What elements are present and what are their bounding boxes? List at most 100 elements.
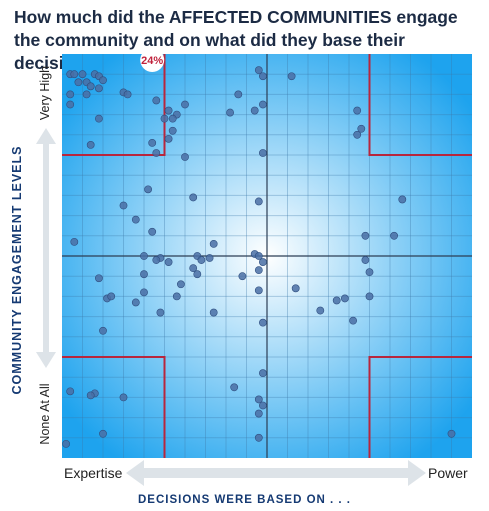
data-point: [164, 106, 173, 115]
data-point: [144, 185, 152, 194]
data-point: [447, 429, 456, 438]
data-point: [332, 296, 341, 305]
data-point: [164, 258, 173, 266]
quadrant-line-top-right: [368, 54, 472, 156]
data-point: [74, 78, 83, 87]
data-point: [209, 239, 218, 248]
data-point: [168, 126, 177, 135]
data-point: [226, 108, 234, 117]
data-point: [205, 254, 214, 262]
data-point: [160, 114, 169, 123]
data-point: [398, 195, 407, 204]
data-point: [238, 272, 247, 281]
data-point: [254, 66, 263, 75]
data-point: [152, 96, 161, 105]
data-point: [95, 274, 103, 283]
data-point: [62, 439, 70, 448]
data-point: [193, 270, 202, 279]
plot-area: 24%: [62, 48, 472, 458]
y-tick-very-high: Very High: [38, 65, 52, 121]
data-point: [254, 433, 263, 442]
data-point: [66, 387, 75, 396]
data-point: [197, 256, 206, 264]
data-point: [181, 100, 189, 109]
data-point: [86, 141, 95, 149]
quadrant-line-bottom-left: [62, 356, 166, 458]
data-point: [168, 114, 177, 123]
data-point: [390, 231, 398, 240]
data-point: [258, 401, 267, 410]
y-axis-arrow: [36, 128, 56, 368]
data-point: [172, 292, 181, 301]
data-point: [181, 153, 189, 161]
data-point: [140, 252, 148, 260]
data-point: [86, 82, 95, 91]
data-point: [66, 90, 75, 99]
data-point: [316, 306, 325, 315]
data-point: [254, 409, 263, 418]
x-axis-label: DECISIONS WERE BASED ON . . .: [137, 494, 352, 506]
y-axis-label: COMMUNITY ENGAGEMENT LEVELS: [10, 145, 24, 395]
data-point: [152, 256, 161, 264]
data-point: [95, 84, 103, 93]
data-point: [209, 308, 218, 317]
data-point: [140, 288, 148, 297]
data-point: [95, 114, 103, 123]
data-point: [254, 286, 263, 295]
data-point: [99, 326, 107, 335]
data-point: [361, 256, 370, 264]
data-point: [258, 258, 267, 266]
data-point: [258, 72, 267, 81]
data-point: [291, 284, 300, 293]
data-point: [131, 215, 140, 224]
data-point: [140, 270, 148, 279]
data-point: [254, 395, 263, 404]
data-point: [78, 70, 87, 79]
data-point: [258, 100, 267, 109]
data-point: [152, 149, 161, 157]
data-point: [148, 227, 157, 236]
data-point: [258, 149, 267, 157]
chart-title: How much did the AFFECTED COMMUNITIES en…: [14, 7, 458, 73]
data-point: [365, 292, 374, 301]
data-point: [230, 383, 239, 392]
data-point: [349, 316, 357, 325]
data-point: [287, 72, 296, 81]
annotations: 24%: [140, 48, 165, 73]
x-tick-expertise: Expertise: [64, 465, 123, 481]
data-point: [131, 298, 140, 307]
data-point: [123, 90, 132, 99]
data-point: [119, 393, 128, 402]
annotation-label: 24%: [141, 55, 163, 67]
data-point: [340, 294, 349, 303]
data-point: [177, 280, 185, 289]
data-point: [119, 201, 128, 210]
data-point: [82, 90, 91, 99]
x-tick-power: Power: [428, 465, 468, 481]
quadrant-line-bottom-right: [368, 356, 472, 458]
data-point: [189, 264, 198, 273]
x-axis-arrow: [126, 460, 426, 486]
data-point: [361, 231, 370, 240]
data-point: [70, 70, 79, 79]
data-point: [156, 308, 165, 317]
data-point: [86, 391, 95, 400]
quadrant-lines: [62, 54, 472, 458]
data-point: [234, 90, 243, 99]
data-point: [107, 292, 116, 301]
data-point: [254, 266, 263, 275]
data-point: [254, 252, 263, 260]
data-point: [365, 268, 374, 277]
data-point: [189, 193, 198, 202]
data-point: [254, 197, 263, 206]
data-point: [357, 124, 366, 133]
quadrant-line-top-left: [62, 54, 166, 156]
data-point: [353, 106, 362, 115]
data-point: [99, 76, 107, 85]
y-tick-none-at-all: None At All: [38, 383, 52, 445]
data-point: [164, 134, 173, 143]
data-point: [258, 318, 267, 327]
data-point: [258, 369, 267, 378]
axes: [62, 54, 472, 458]
annotation-badge: [140, 48, 165, 73]
